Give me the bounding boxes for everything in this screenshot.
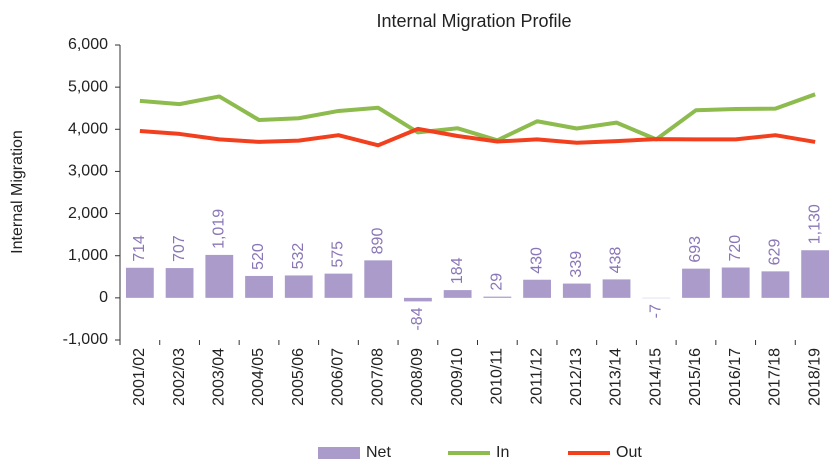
x-tick-label: 2018/19	[806, 348, 823, 406]
data-label: 438	[608, 247, 625, 274]
x-tick-label: 2016/17	[727, 348, 744, 406]
x-tick-label: 2013/14	[608, 348, 625, 406]
bar	[562, 283, 591, 298]
x-tick-label: 2001/02	[131, 348, 148, 406]
y-tick-label: 4,000	[68, 121, 108, 138]
data-label: -84	[409, 307, 426, 330]
data-label: 1,130	[806, 204, 823, 244]
bar	[523, 279, 551, 298]
legend-label: Out	[616, 444, 642, 461]
data-label: 29	[489, 273, 506, 291]
x-tick-label: 2006/07	[330, 348, 347, 406]
legend-label: In	[496, 444, 509, 461]
x-tick-label: 2012/13	[568, 348, 585, 406]
bar	[721, 267, 750, 298]
data-label: 532	[290, 243, 307, 270]
legend-swatch	[318, 447, 360, 459]
x-tick-label: 2009/10	[449, 348, 466, 406]
data-label: 339	[568, 251, 585, 278]
y-axis-title: Internal Migration	[9, 130, 26, 254]
bar	[761, 271, 790, 298]
y-tick-label: 2,000	[68, 205, 108, 222]
y-tick-label: 0	[99, 289, 108, 306]
data-label: 693	[687, 236, 704, 263]
x-tick-label: 2005/06	[290, 348, 307, 406]
bar	[483, 296, 512, 298]
y-tick-label: 1,000	[68, 247, 108, 264]
data-label: 720	[727, 235, 744, 262]
x-tick-label: 2003/04	[211, 348, 228, 406]
x-tick-label: 2011/12	[528, 348, 545, 405]
line	[139, 126, 816, 148]
data-label: 520	[250, 243, 267, 270]
x-tick-label: 2017/18	[767, 348, 784, 406]
bar	[324, 273, 353, 298]
data-label: 575	[330, 241, 347, 268]
x-tick-label: 2007/08	[369, 348, 386, 406]
bar	[245, 275, 273, 298]
data-label: 629	[767, 239, 784, 266]
bar	[284, 275, 313, 298]
x-tick-label: 2015/16	[687, 348, 704, 406]
y-tick-label: 5,000	[68, 78, 108, 95]
y-tick-label: -1,000	[63, 331, 108, 348]
x-tick-label: 2004/05	[250, 348, 267, 406]
bar	[125, 267, 154, 298]
data-label: 707	[171, 235, 188, 262]
data-label: 714	[131, 235, 148, 262]
data-label: 184	[449, 257, 466, 284]
bar	[682, 268, 710, 298]
x-tick-label: 2002/03	[171, 348, 188, 406]
bar	[364, 260, 393, 298]
legend-label: Net	[366, 444, 391, 461]
data-label: 430	[528, 247, 545, 274]
bar	[404, 297, 432, 302]
bar	[165, 268, 194, 298]
x-tick-label: 2008/09	[409, 348, 426, 406]
x-tick-label: 2014/15	[647, 348, 664, 406]
data-label: -7	[647, 304, 664, 318]
bar	[801, 250, 830, 298]
x-tick-label: 2010/11	[489, 348, 506, 405]
chart-title: Internal Migration Profile	[376, 11, 571, 31]
y-tick-label: 6,000	[68, 36, 108, 53]
data-label: 890	[369, 228, 386, 255]
bar	[602, 279, 631, 298]
data-label: 1,019	[211, 209, 228, 249]
bar	[205, 254, 234, 298]
line	[139, 92, 816, 143]
y-tick-label: 3,000	[68, 163, 108, 180]
bar	[443, 290, 472, 298]
